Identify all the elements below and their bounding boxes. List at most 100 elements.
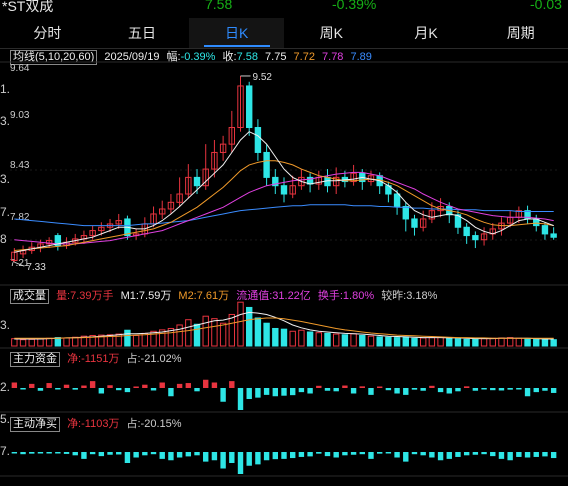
- candle-body: [263, 151, 270, 178]
- active-flow-bar: [394, 452, 400, 458]
- active-flow-bar: [150, 452, 157, 455]
- change-percent: -0.39%: [332, 0, 377, 12]
- tab-period[interactable]: 周期: [506, 25, 535, 41]
- volume-label[interactable]: 成交量: [10, 289, 49, 304]
- active-flow-bar: [272, 452, 278, 460]
- volume-bar: [237, 301, 244, 347]
- volume-m2: M2:7.61万: [178, 290, 230, 302]
- active-flow-bar: [72, 452, 78, 456]
- candle-body: [211, 151, 218, 170]
- left-edge-label: 2.: [0, 380, 11, 394]
- candle-body: [419, 218, 427, 228]
- main-flow-bar: [472, 388, 479, 391]
- active-flow-bar: [246, 452, 252, 466]
- candle-body: [402, 205, 409, 220]
- left-edge-label: 3.: [0, 172, 11, 186]
- main-flow-bar: [316, 385, 322, 388]
- candle-body: [228, 127, 236, 145]
- main-flow-bar: [376, 386, 383, 388]
- active-flow-bar: [20, 452, 26, 455]
- volume-bar: [124, 329, 131, 347]
- candle-body: [89, 230, 96, 237]
- active-flow-bar: [411, 452, 418, 455]
- main-flow-bar: [324, 388, 331, 391]
- active-flow-bar: [403, 452, 409, 462]
- left-edge-label: 8: [0, 232, 7, 246]
- active-flow-bar: [263, 452, 270, 461]
- volume-bar: [98, 334, 105, 347]
- active-money-label[interactable]: 主动净买: [10, 417, 60, 432]
- main-flow-bar: [168, 388, 174, 397]
- volume-bar: [37, 338, 44, 347]
- main-flow-bar: [411, 388, 418, 390]
- volume-bar: [550, 339, 557, 347]
- volume-bar: [541, 338, 549, 347]
- ma5-line: [14, 131, 554, 253]
- main-money-ratio: 占:-21.02%: [126, 353, 182, 365]
- main-flow-bar: [498, 388, 505, 391]
- volume-bar: [428, 337, 436, 347]
- volume-bar: [106, 334, 114, 347]
- volume-bar: [176, 324, 183, 347]
- active-flow-bar: [55, 452, 61, 454]
- active-flow-bar: [168, 452, 174, 461]
- main-flow-bar: [550, 388, 557, 393]
- ma-settings-label[interactable]: 均线(5,10,20,60): [10, 50, 98, 65]
- active-flow-bar: [211, 452, 218, 461]
- candle-body: [219, 143, 227, 153]
- volume-bar: [489, 337, 496, 347]
- active-flow-bar: [498, 452, 505, 459]
- active-flow-bar: [255, 452, 261, 465]
- active-flow-bar: [455, 452, 461, 457]
- main-flow-bar: [394, 388, 400, 394]
- low-label: 7.33: [26, 262, 46, 273]
- active-flow-bar: [446, 452, 452, 459]
- left-edge-label: 7.: [0, 205, 11, 219]
- active-flow-bar: [429, 452, 435, 458]
- main-flow-bar: [124, 388, 131, 393]
- volume-bar: [150, 330, 157, 347]
- left-edge-label: 3.: [0, 114, 11, 128]
- active-flow-bar: [46, 452, 52, 454]
- close-label: 收:: [222, 51, 237, 63]
- tab-five-day[interactable]: 五日: [128, 25, 156, 41]
- active-flow-bar: [359, 452, 365, 455]
- main-money-net: 净:-1151万: [67, 353, 120, 365]
- main-flow-bar: [194, 388, 200, 392]
- active-flow-bar: [516, 452, 522, 457]
- main-flow-bar: [290, 388, 296, 396]
- main-flow-bar: [481, 388, 487, 390]
- active-flow-bar: [194, 452, 200, 456]
- main-flow-bar: [298, 388, 305, 393]
- active-flow-bar: [316, 452, 322, 454]
- main-money-label[interactable]: 主力资金: [10, 352, 60, 367]
- candle-body: [480, 233, 488, 241]
- main-flow-bar: [176, 383, 183, 388]
- active-flow-bar: [307, 452, 313, 457]
- volume-bar: [132, 334, 140, 347]
- tab-daily-k[interactable]: 日K: [189, 18, 285, 48]
- candle-body: [350, 172, 357, 183]
- volume-bar: [28, 338, 35, 347]
- volume-bar: [463, 338, 470, 347]
- active-flow-bar: [220, 452, 226, 469]
- tab-weekly-k[interactable]: 周K: [319, 25, 344, 41]
- active-flow-bar: [290, 452, 296, 459]
- main-flow-bar: [81, 385, 87, 388]
- volume-bar: [54, 337, 62, 347]
- range-label: 幅:: [166, 51, 181, 63]
- active-flow-bar: [98, 452, 105, 457]
- active-flow-bar: [420, 452, 426, 456]
- volume-bar: [167, 327, 175, 347]
- tab-monthly-k[interactable]: 月K: [414, 25, 438, 41]
- tab-intraday[interactable]: 分时: [33, 25, 62, 41]
- volume-bar: [341, 334, 349, 347]
- main-flow-bar: [342, 385, 348, 388]
- volume-bar: [393, 337, 401, 347]
- volume-bar: [498, 337, 505, 347]
- candle-body: [176, 193, 183, 203]
- volume-bar: [219, 322, 227, 347]
- period-tabs: 分时 五日 日K 周K 月K 周期: [0, 18, 568, 49]
- active-flow-bar: [37, 452, 44, 454]
